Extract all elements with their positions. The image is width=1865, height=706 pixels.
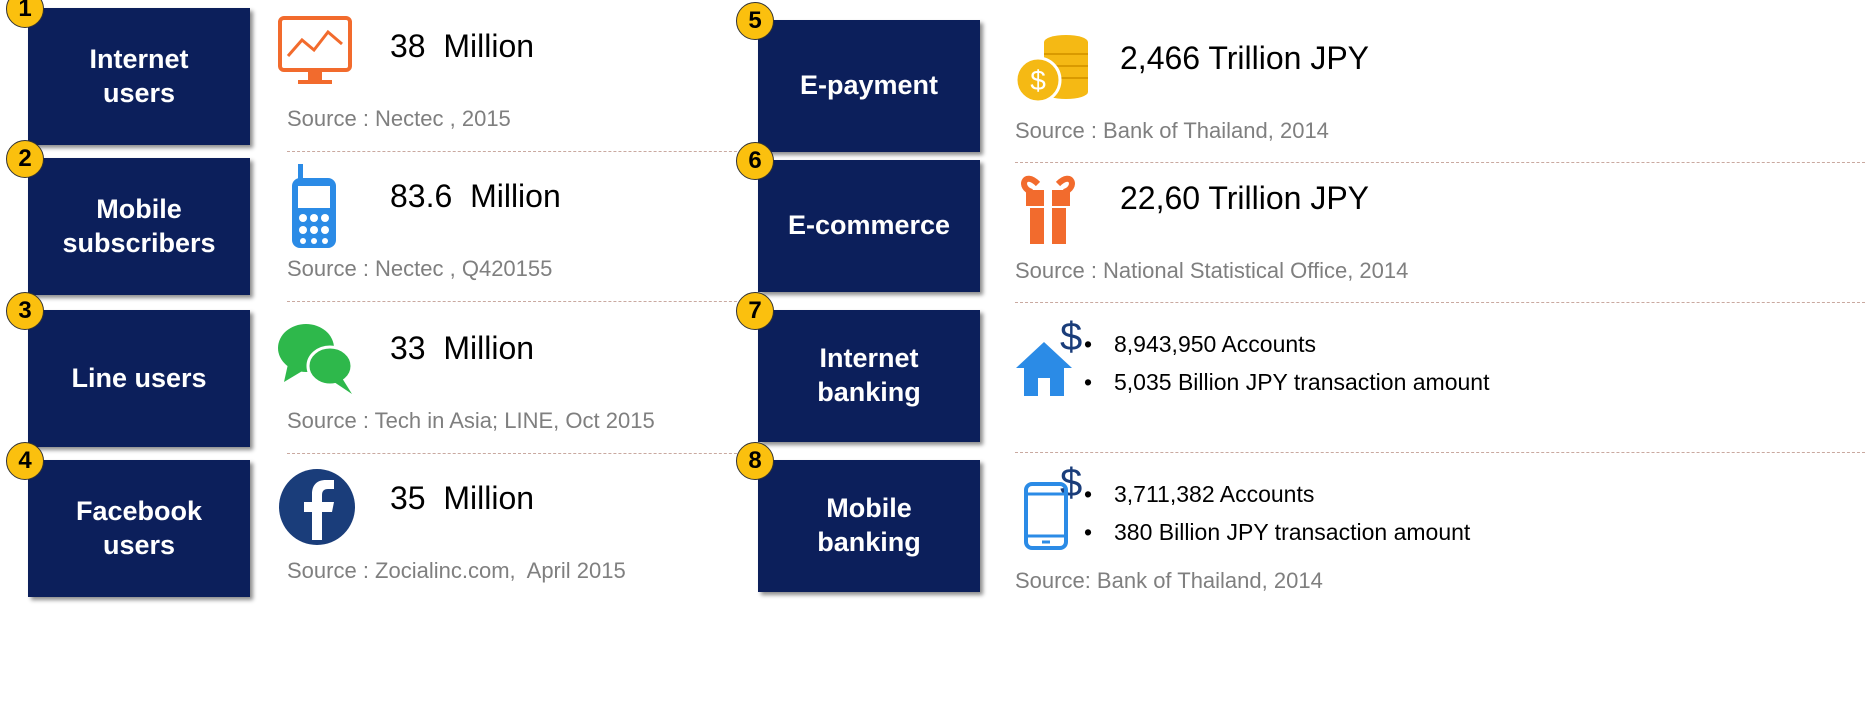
stat-bullets: 3,711,382 Accounts 380 Billion JPY transa… xyxy=(1080,480,1520,556)
stat-value: 38 Million xyxy=(390,28,535,64)
stat-value: 33 Million xyxy=(390,330,535,366)
source-note: Source : Nectec , 2015 xyxy=(287,106,511,131)
divider xyxy=(1015,452,1865,453)
category-label: E-payment xyxy=(799,70,939,101)
stat-value: 22,60 Trillion JPY xyxy=(1120,180,1370,216)
number-badge: 7 xyxy=(736,292,774,330)
category-box: Internet banking xyxy=(758,310,980,442)
category-label: Mobile xyxy=(826,493,912,524)
icon xyxy=(278,16,352,84)
category-label: banking xyxy=(817,377,921,407)
icon xyxy=(292,164,336,248)
category-label: E-commerce xyxy=(787,210,951,241)
icon xyxy=(278,324,354,394)
number-badge: 5 xyxy=(736,2,774,40)
category-box: Line users xyxy=(28,310,250,447)
icon xyxy=(279,469,355,545)
category-label: Internet xyxy=(89,43,189,74)
source-note: Source : National Statistical Office, 20… xyxy=(1015,258,1409,283)
category-label: subscribers xyxy=(62,227,216,258)
svg-text:$: $ xyxy=(1030,65,1046,96)
divider xyxy=(287,453,752,454)
bullet-item: 5,035 Billion JPY transaction amount xyxy=(1080,368,1520,398)
category-label: Facebook xyxy=(75,495,203,526)
number-badge: 3 xyxy=(6,292,44,330)
source-note: Source : Zocialinc.com, April 2015 xyxy=(287,558,626,583)
stat-value: 83.6 Million xyxy=(390,178,561,214)
divider xyxy=(1015,162,1865,163)
category-label: Mobile xyxy=(96,193,182,224)
stat-bullets: 8,943,950 Accounts 5,035 Billion JPY tran… xyxy=(1080,330,1520,406)
bullet-item: 8,943,950 Accounts xyxy=(1080,330,1520,360)
source-note: Source : Nectec , Q420155 xyxy=(287,256,553,281)
svg-text:$: $ xyxy=(1060,315,1082,359)
icon: $ xyxy=(1014,35,1088,104)
source-note: Source: Bank of Thailand, 2014 xyxy=(1015,568,1323,593)
category-box: Internet users xyxy=(28,8,250,145)
number-badge: 1 xyxy=(6,0,44,28)
category-label: Internet xyxy=(819,343,919,374)
category-box: E-commerce xyxy=(758,160,980,292)
category-label: banking xyxy=(817,527,921,557)
divider xyxy=(1015,302,1865,303)
category-box: Mobile banking xyxy=(758,460,980,592)
number-badge: 6 xyxy=(736,142,774,180)
category-label: users xyxy=(102,529,176,560)
category-label: Line users xyxy=(71,362,207,393)
number-badge: 4 xyxy=(6,442,44,480)
stat-value: 2,466 Trillion JPY xyxy=(1120,40,1370,76)
category-label: users xyxy=(102,77,176,108)
icon: $ xyxy=(1016,315,1082,396)
source-note: Source : Bank of Thailand, 2014 xyxy=(1015,118,1329,143)
icon xyxy=(1021,175,1075,244)
category-box: Mobile subscribers xyxy=(28,158,250,295)
divider xyxy=(287,301,752,302)
number-badge: 2 xyxy=(6,140,44,178)
icon: $ xyxy=(1024,462,1082,550)
bullet-item: 380 Billion JPY transaction amount xyxy=(1080,518,1520,548)
category-box: E-payment xyxy=(758,20,980,152)
source-note: Source : Tech in Asia; LINE, Oct 2015 xyxy=(287,408,655,433)
divider xyxy=(287,151,752,152)
bullet-item: 3,711,382 Accounts xyxy=(1080,480,1520,510)
stat-value: 35 Million xyxy=(390,480,535,516)
number-badge: 8 xyxy=(736,442,774,480)
category-box: Facebook users xyxy=(28,460,250,597)
